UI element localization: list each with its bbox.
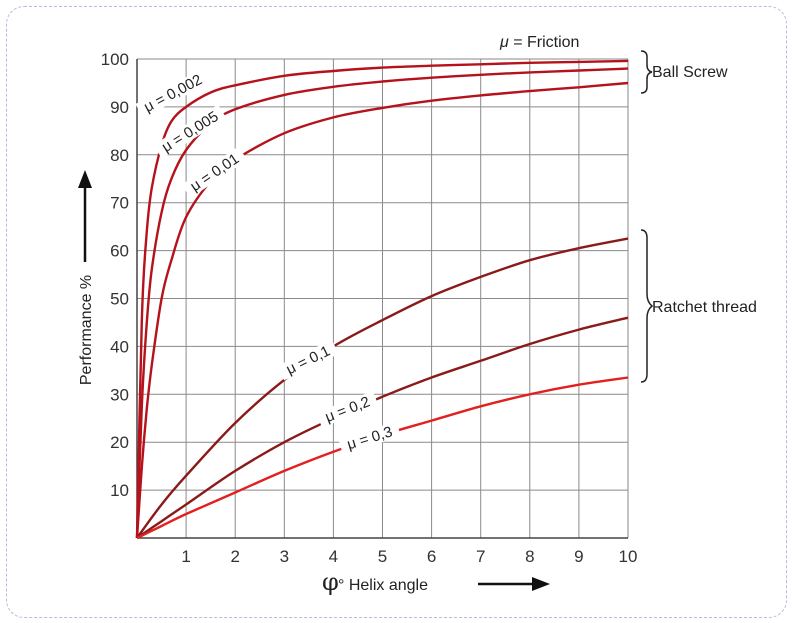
x-tick-label: 7 (476, 547, 485, 566)
ratchet-thread-label: Ratchet thread (652, 299, 757, 316)
series-label-2: μ = 0,005 (159, 108, 222, 156)
series-label-background (316, 390, 379, 428)
series-label-5: μ = 0,2 (323, 393, 373, 426)
x-tick-label: 3 (280, 547, 289, 566)
y-tick-label: 50 (110, 290, 129, 309)
x-tick-label: 1 (181, 547, 190, 566)
series-label-background (338, 421, 401, 455)
y-tick-labels: 10 20 30 40 50 60 70 80 90 100 (101, 50, 129, 500)
x-axis-title: φ ° Helix angle (322, 568, 550, 596)
y-tick-label: 60 (110, 242, 129, 261)
series-line-1 (135, 59, 629, 539)
series-label-background (277, 339, 339, 381)
grid (137, 58, 629, 538)
series-line-4 (136, 237, 629, 539)
legend-note-friction: μ = Friction (499, 34, 579, 51)
x-tick-label: 5 (378, 547, 387, 566)
x-tick-label: 2 (230, 547, 239, 566)
y-axis-arrow-head (78, 170, 92, 188)
x-tick-labels: 1 2 3 4 5 6 7 8 9 10 (181, 547, 637, 566)
series-label-3: μ = 0,01 (187, 150, 242, 195)
y-tick-label: 20 (110, 433, 129, 452)
y-tick-label: 90 (110, 98, 129, 117)
ball-screw-label: Ball Screw (652, 64, 728, 81)
series-line-2 (135, 67, 629, 539)
series-label-background (135, 68, 211, 119)
series-label-background (181, 146, 248, 199)
series-label-4: μ = 0,1 (284, 343, 333, 379)
ratchet-thread-brace (640, 229, 654, 383)
series-label-background (153, 104, 227, 159)
y-axis-title: Performance % (78, 170, 95, 385)
x-tick-label: 6 (427, 547, 436, 566)
series-label-6: μ = 0,3 (345, 423, 395, 453)
chart-frame (6, 6, 787, 618)
y-tick-label: 10 (110, 481, 129, 500)
y-tick-label: 100 (101, 50, 129, 69)
x-axis-symbol: φ (322, 568, 339, 596)
y-tick-label: 30 (110, 385, 129, 404)
ball-screw-brace (640, 50, 653, 94)
x-tick-label: 8 (525, 547, 534, 566)
x-tick-label: 9 (574, 547, 583, 566)
series-label-1: μ = 0,002 (141, 71, 205, 116)
x-axis-label: ° Helix angle (338, 577, 428, 594)
axes (136, 59, 628, 539)
y-tick-label: 70 (110, 194, 129, 213)
x-tick-label: 10 (619, 547, 638, 566)
x-tick-label: 4 (329, 547, 338, 566)
y-tick-label: 80 (110, 146, 129, 165)
x-axis-arrow-head (532, 577, 550, 591)
y-tick-label: 40 (110, 337, 129, 356)
y-axis-label: Performance % (78, 275, 95, 385)
